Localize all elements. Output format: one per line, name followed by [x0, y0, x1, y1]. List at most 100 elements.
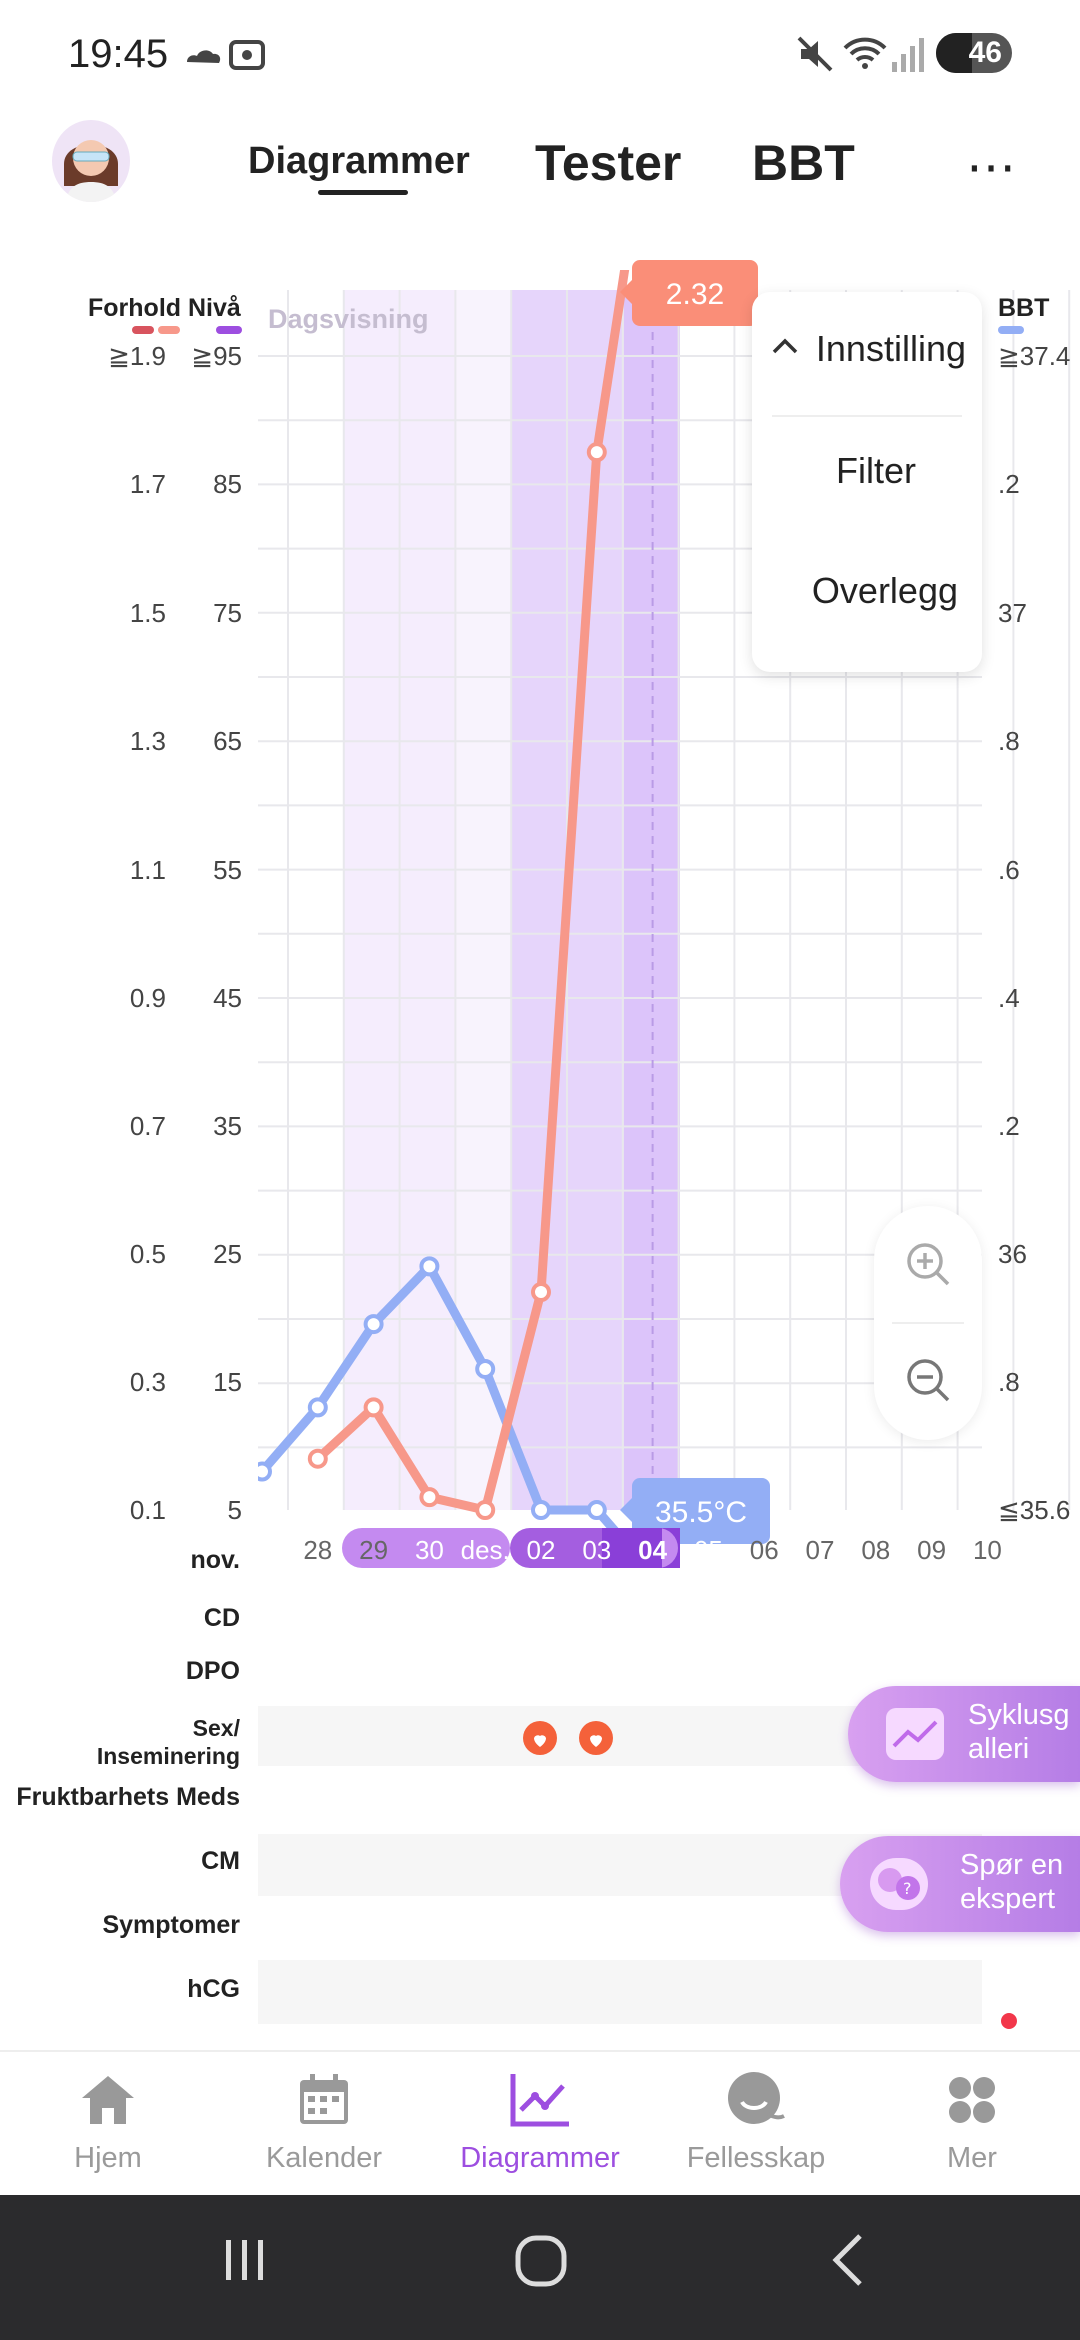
wifi-icon	[842, 32, 888, 80]
bbt-tooltip-value: 35.5°C	[655, 1496, 747, 1529]
legend-bbt-label: BBT	[998, 294, 1049, 322]
cycle-gallery-button[interactable]: Syklusg alleri	[848, 1686, 1080, 1782]
chat-expert-icon: ?	[870, 1858, 928, 1910]
ask-expert-label: Spør en ekspert	[960, 1849, 1064, 1915]
plot-area	[258, 270, 630, 1530]
y-tick-bbt: .6	[998, 855, 1020, 885]
nav-label-calendar: Kalender	[265, 2142, 383, 2174]
y-tick-level: 75	[213, 598, 242, 628]
y-tick-bbt: ≧37.4	[998, 341, 1070, 371]
tab-active-indicator	[318, 190, 408, 195]
y-tick-bbt: .2	[998, 1111, 1020, 1141]
x-tick-date: 07	[806, 1535, 835, 1565]
y-tick-ratio: 1.7	[130, 469, 166, 499]
mute-icon	[795, 34, 835, 83]
recent-apps-button[interactable]	[214, 2230, 274, 2304]
menu-item-overlay[interactable]: Overlegg	[811, 570, 958, 611]
x-tick-date: des.	[461, 1535, 510, 1565]
avatar[interactable]	[52, 120, 130, 202]
row-label-cd: CD	[203, 1604, 240, 1632]
y-tick-bbt: .8	[998, 726, 1020, 756]
chevron-up-icon	[770, 336, 800, 361]
ratio-series-point	[363, 1397, 384, 1418]
tab-bbt[interactable]: BBT	[752, 135, 855, 191]
selected-date-pill	[602, 1528, 662, 1568]
more-options-icon[interactable]: ⋯	[966, 139, 1019, 195]
settings-menu: Innstilling Filter Overlegg	[752, 292, 982, 672]
status-time: 19:45	[68, 32, 169, 76]
ratio-series-point	[586, 442, 607, 463]
more-grid-icon	[949, 2077, 995, 2123]
x-tick-date: 29	[359, 1535, 388, 1565]
y-tick-bbt: 37	[998, 598, 1027, 628]
row-label-hcg: hCG	[187, 1975, 240, 2003]
x-tick-date: 10	[973, 1535, 1002, 1565]
y-tick-ratio: 1.3	[130, 726, 166, 756]
ratio-series-point	[531, 1282, 551, 1303]
y-tick-ratio: 0.9	[130, 983, 166, 1013]
y-tick-level: 45	[213, 983, 242, 1013]
nav-item-charts[interactable]: Diagrammer	[450, 2070, 630, 2175]
home-icon	[82, 2076, 134, 2124]
cycle-chart[interactable]: Forhold Nivå BBT Dagsvisning ≧1.9 1.7 1.5 1.3 1.…	[0, 240, 1080, 1570]
hcg-row[interactable]	[258, 1960, 982, 2024]
nav-item-calendar[interactable]: Kalender	[234, 2070, 414, 2175]
x-tick-date: 06	[750, 1535, 779, 1565]
legend-level-label: Nivå	[188, 294, 241, 322]
nav-label-community: Fellesskap	[686, 2142, 826, 2174]
x-tick-date: 03	[582, 1535, 611, 1565]
bbt-series-point	[307, 1397, 328, 1418]
nav-label-charts: Diagrammer	[460, 2142, 620, 2174]
nav-label-home: Hjem	[74, 2142, 142, 2174]
bbt-series-point	[531, 1500, 551, 1520]
status-bar: 19:45 46	[0, 0, 1080, 110]
battery-indicator: 46	[936, 33, 1012, 73]
menu-item-settings[interactable]: Innstilling	[815, 328, 966, 369]
ratio-series-point	[475, 1500, 496, 1520]
ratio-series-point	[307, 1448, 328, 1469]
y-tick-ratio: 1.5	[130, 598, 166, 628]
x-tick-date: 28	[303, 1535, 332, 1565]
tab-tester[interactable]: Tester	[535, 135, 682, 191]
y-tick-level: 65	[213, 726, 242, 756]
fertile-band-light	[456, 290, 512, 1510]
nav-item-home[interactable]: Hjem	[18, 2070, 198, 2175]
zoom-in-icon[interactable]	[904, 1240, 952, 1293]
bbt-series-point	[419, 1256, 440, 1277]
home-button[interactable]	[512, 2230, 572, 2304]
ask-expert-button[interactable]: ? Spør en ekspert	[840, 1836, 1080, 1932]
y-tick-level: 55	[213, 855, 242, 885]
bbt-series-point	[586, 1500, 607, 1520]
y-tick-ratio: ≧1.9	[108, 341, 166, 371]
nav-item-community[interactable]: Fellesskap	[666, 2070, 846, 2175]
x-tick-date: 30	[415, 1535, 444, 1565]
menu-divider	[772, 415, 962, 417]
y-tick-ratio: 1.1	[130, 855, 166, 885]
x-tick-date: 09	[917, 1535, 946, 1565]
back-button[interactable]	[820, 2230, 880, 2304]
ratio-tooltip-pointer	[620, 280, 632, 304]
row-label-month: nov.	[190, 1546, 240, 1574]
cycle-gallery-label: Syklusg alleri	[968, 1699, 1070, 1765]
legend-ratio-label: Forhold	[88, 294, 181, 322]
fertile-date-pill	[342, 1528, 510, 1568]
zoom-controls	[874, 1206, 982, 1440]
zoom-out-icon[interactable]	[904, 1356, 952, 1409]
y-tick-bbt: ≦35.6	[998, 1495, 1070, 1525]
row-label-sex: Sex/ Inseminering	[96, 1715, 240, 1769]
bbt-series-point	[363, 1314, 384, 1335]
signal-icon	[890, 36, 926, 81]
tab-diagrammer[interactable]: Diagrammer	[248, 140, 470, 182]
y-tick-level: 15	[213, 1367, 242, 1397]
y-tick-ratio: 0.1	[130, 1495, 166, 1525]
bbt-tooltip-pointer	[620, 1498, 632, 1522]
bbt-tooltip	[632, 1478, 770, 1544]
nav-item-more[interactable]: Mer	[882, 2070, 1062, 2175]
menu-item-filter[interactable]: Filter	[836, 450, 916, 491]
y-tick-level: 5	[228, 1495, 242, 1525]
ratio-tooltip	[632, 260, 758, 326]
ratio-series-point	[419, 1487, 440, 1508]
bbt-series-point	[258, 1461, 272, 1482]
chart-gallery-icon	[886, 1708, 944, 1760]
community-icon	[728, 2072, 785, 2124]
